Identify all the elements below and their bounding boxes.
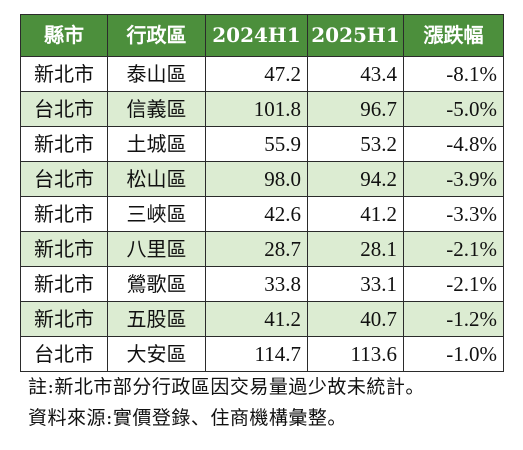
cell-change: -2.1% [403,231,504,267]
cell-change: -1.2% [403,301,504,337]
cell-2024h1: 47.2 [205,56,308,92]
cell-2025h1: 28.1 [307,231,404,267]
cell-2025h1: 113.6 [307,336,404,372]
cell-change: -1.0% [403,336,504,372]
cell-2024h1: 55.9 [205,126,308,162]
cell-2025h1: 33.1 [307,266,404,302]
source-text: 資料來源:實價登錄、住商機構彙整。 [28,407,347,429]
cell-city: 新北市 [20,196,108,232]
note-text: 註:新北市部分行政區因交易量過少故未統計。 [28,376,425,398]
cell-change: -5.0% [403,91,504,127]
cell-2024h1: 41.2 [205,301,308,337]
cell-change: -8.1% [403,56,504,92]
cell-2024h1: 101.8 [205,91,308,127]
table-header-row: 縣市 行政區 2024H1 2025H1 漲跌幅 [20,14,504,57]
table-body: 新北市 泰山區 47.2 43.4 -8.1% 台北市 信義區 101.8 96.7 -5.0% 新… [20,56,504,372]
cell-2025h1: 94.2 [307,161,404,197]
table-row: 新北市 三峽區 42.6 41.2 -3.3% [20,196,504,232]
cell-city: 新北市 [20,231,108,267]
price-change-table-container: 縣市 行政區 2024H1 2025H1 漲跌幅 新北市 泰山區 47.2 43.4-… [20,14,504,372]
cell-district: 大安區 [107,336,206,372]
cell-district: 鶯歌區 [107,266,206,302]
cell-district: 五股區 [107,301,206,337]
cell-change: -4.8% [403,126,504,162]
cell-district: 八里區 [107,231,206,267]
header-2025h1: 2025H1 [307,14,404,57]
cell-district: 松山區 [107,161,206,197]
cell-district: 信義區 [107,91,206,127]
cell-city: 台北市 [20,161,108,197]
header-district: 行政區 [107,14,206,57]
cell-city: 台北市 [20,336,108,372]
cell-2025h1: 96.7 [307,91,404,127]
cell-change: -3.3% [403,196,504,232]
price-change-table: 縣市 行政區 2024H1 2025H1 漲跌幅 新北市 泰山區 47.2 43.4-… [20,14,504,372]
cell-district: 土城區 [107,126,206,162]
cell-2024h1: 114.7 [205,336,308,372]
header-2024h1: 2024H1 [205,14,308,57]
header-change: 漲跌幅 [403,14,504,57]
cell-change: -3.9% [403,161,504,197]
cell-city: 新北市 [20,126,108,162]
cell-2024h1: 28.7 [205,231,308,267]
cell-2024h1: 42.6 [205,196,308,232]
cell-2025h1: 41.2 [307,196,404,232]
cell-district: 泰山區 [107,56,206,92]
cell-city: 新北市 [20,266,108,302]
table-row: 新北市 鶯歌區 33.8 33.1 -2.1% [20,266,504,302]
footnotes: 註:新北市部分行政區因交易量過少故未統計。 資料來源:實價登錄、住商機構彙整。 [28,372,425,434]
cell-change: -2.1% [403,266,504,302]
cell-district: 三峽區 [107,196,206,232]
header-city: 縣市 [20,14,108,57]
table-row: 新北市 五股區 41.2 40.7 -1.2% [20,301,504,337]
table-row: 新北市 泰山區 47.2 43.4 -8.1% [20,56,504,92]
cell-2024h1: 98.0 [205,161,308,197]
cell-2025h1: 40.7 [307,301,404,337]
cell-city: 新北市 [20,301,108,337]
table-row: 新北市 土城區 55.9 53.2 -4.8% [20,126,504,162]
cell-2025h1: 43.4 [307,56,404,92]
cell-city: 新北市 [20,56,108,92]
cell-2025h1: 53.2 [307,126,404,162]
table-row: 台北市 松山區 98.0 94.2 -3.9% [20,161,504,197]
table-row: 新北市 八里區 28.7 28.1 -2.1% [20,231,504,267]
table-row: 台北市 信義區 101.8 96.7 -5.0% [20,91,504,127]
cell-city: 台北市 [20,91,108,127]
cell-2024h1: 33.8 [205,266,308,302]
table-row: 台北市 大安區 114.7 113.6 -1.0% [20,336,504,372]
